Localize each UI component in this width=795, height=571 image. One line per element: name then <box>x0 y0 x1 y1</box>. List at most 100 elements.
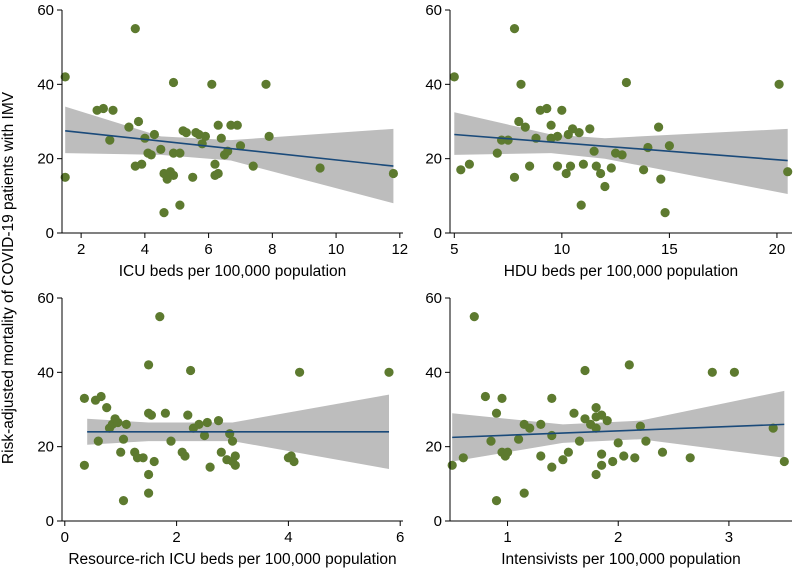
data-point <box>608 456 618 467</box>
y-tick-label: 40 <box>425 76 442 93</box>
y-tick-label: 20 <box>425 439 442 456</box>
data-point <box>624 360 634 370</box>
data-point <box>783 167 793 177</box>
data-point <box>96 391 106 402</box>
data-point <box>519 488 529 498</box>
data-point <box>144 469 154 480</box>
data-point <box>166 436 176 446</box>
y-tick-label: 60 <box>37 290 54 307</box>
data-point <box>503 135 513 145</box>
data-point <box>216 447 226 457</box>
data-point <box>118 496 129 506</box>
data-point <box>578 159 589 169</box>
data-point <box>503 447 513 457</box>
data-point <box>617 150 627 160</box>
data-point <box>591 403 601 413</box>
data-point <box>79 393 89 403</box>
confidence-band <box>452 390 785 462</box>
data-point <box>60 72 70 82</box>
data-point <box>596 168 606 179</box>
data-point <box>779 456 789 467</box>
data-point <box>657 447 668 457</box>
data-point <box>143 148 153 158</box>
y-tick-label: 60 <box>37 2 54 19</box>
y-tick-label: 20 <box>37 439 54 456</box>
data-point <box>180 451 190 461</box>
data-point <box>664 141 675 151</box>
x-tick-label: 4 <box>141 241 149 258</box>
x-axis-title: Intensivists per 100,000 population <box>501 551 741 568</box>
data-point <box>388 168 398 179</box>
data-point <box>491 408 502 418</box>
data-point <box>124 122 134 132</box>
data-point <box>509 172 520 182</box>
data-point <box>542 103 552 114</box>
data-point <box>315 163 325 173</box>
data-point <box>589 146 599 156</box>
y-tick-label: 40 <box>37 364 54 381</box>
fit-line <box>65 129 394 167</box>
data-point <box>520 122 530 132</box>
data-point <box>597 460 607 470</box>
data-point <box>602 416 612 426</box>
y-tick-label: 0 <box>46 513 54 530</box>
data-point <box>621 77 632 88</box>
y-tick-label: 40 <box>37 76 54 93</box>
data-point <box>685 453 695 463</box>
data-point <box>525 423 535 433</box>
data-point <box>558 455 568 465</box>
x-tick-label: 10 <box>554 241 571 258</box>
data-point <box>175 200 185 210</box>
data-point <box>226 120 236 130</box>
data-point <box>235 141 246 151</box>
data-point <box>248 161 258 171</box>
data-point <box>449 72 459 82</box>
data-point <box>159 208 169 218</box>
data-point <box>536 451 546 461</box>
data-point <box>591 423 601 433</box>
data-point <box>547 393 557 403</box>
data-point <box>113 417 123 428</box>
x-tick-label: 5 <box>450 241 458 258</box>
data-point <box>60 172 70 182</box>
data-point <box>137 159 147 169</box>
data-point <box>261 79 271 89</box>
data-point <box>144 488 154 498</box>
data-point <box>707 367 717 377</box>
data-point <box>133 116 144 127</box>
fit-line <box>454 133 788 162</box>
x-tick-label: 1 <box>503 529 511 546</box>
x-axis-title: Resource-rich ICU beds per 100,000 popul… <box>68 551 396 568</box>
data-point <box>200 131 210 141</box>
x-axis-title: HDU beds per 100,000 population <box>504 263 738 280</box>
data-point <box>199 430 210 441</box>
data-point <box>197 139 207 149</box>
data-point <box>108 105 118 115</box>
data-point <box>98 103 108 114</box>
data-point <box>619 451 629 461</box>
data-point <box>168 77 179 88</box>
data-point <box>102 403 112 413</box>
x-tick-label: 10 <box>328 241 345 258</box>
data-point <box>729 367 740 377</box>
data-point <box>546 120 556 130</box>
x-axis-title: ICU beds per 100,000 population <box>119 263 347 280</box>
x-tick-label: 2 <box>77 241 85 258</box>
data-point <box>585 124 595 134</box>
data-point <box>230 451 240 461</box>
data-point <box>188 172 198 182</box>
data-point <box>552 131 563 141</box>
data-point <box>509 24 520 34</box>
x-tick-label: 2 <box>614 529 622 546</box>
data-point <box>547 462 557 472</box>
data-point <box>160 408 170 418</box>
fit-line <box>452 423 785 439</box>
x-tick-label: 20 <box>769 241 786 258</box>
x-tick-label: 0 <box>61 529 69 546</box>
y-tick-label: 20 <box>425 151 442 168</box>
data-point <box>116 447 126 457</box>
data-point <box>547 430 557 441</box>
data-point <box>654 122 664 132</box>
